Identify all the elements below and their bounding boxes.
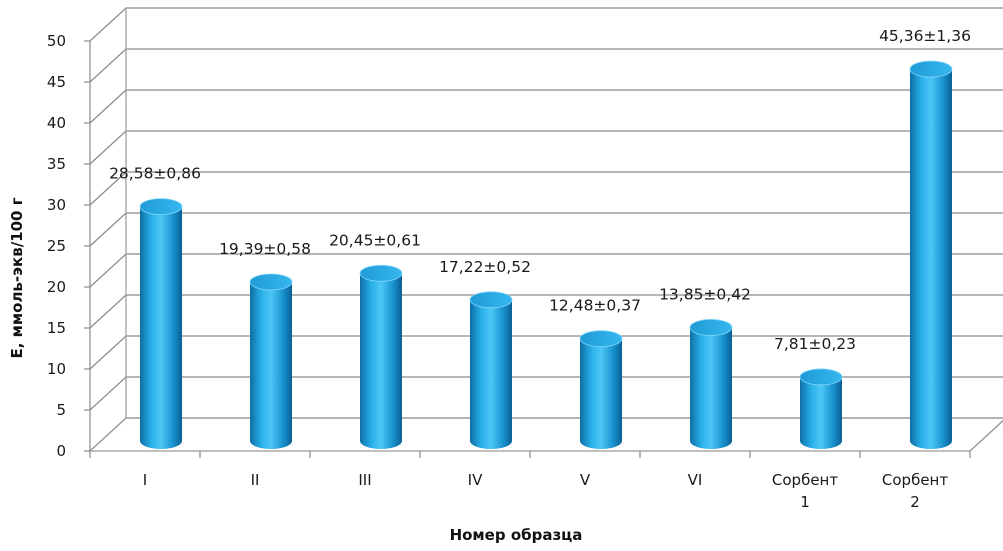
data-label: 17,22±0,52 (439, 258, 531, 276)
bar-top (689, 319, 733, 336)
bar-top (249, 273, 293, 291)
y-tick-label: 25 (47, 237, 66, 255)
bar-body (470, 299, 512, 449)
y-axis-title: Е, ммоль-экв/100 г (8, 197, 26, 358)
data-labels: 28,58±0,86 19,39±0,58 20,45±0,61 17,22±0,52… (109, 27, 971, 353)
gridline (89, 89, 1003, 124)
data-label: 19,39±0,58 (219, 240, 311, 258)
gridline (89, 130, 1003, 165)
bar (359, 264, 403, 449)
gridline (89, 335, 1003, 370)
data-label: 12,48±0,37 (549, 297, 641, 315)
bar (579, 330, 623, 449)
bar-top (139, 198, 183, 216)
bar (139, 198, 183, 449)
x-tick-label: VI (688, 471, 703, 489)
gridline (89, 417, 1003, 452)
y-tick-label: 30 (47, 196, 66, 214)
gridline (89, 253, 1003, 288)
y-tick-labels: 0 5 10 15 20 25 30 35 40 45 50 (47, 32, 66, 460)
gridline (89, 171, 1003, 206)
bar-body (690, 327, 732, 449)
floor-plane (88, 417, 1003, 452)
bar-body (360, 273, 402, 449)
data-label: 45,36±1,36 (879, 27, 971, 45)
bar (799, 368, 843, 449)
floor-right-edge (969, 419, 1003, 452)
y-tick-label: 5 (56, 401, 66, 419)
bar (689, 319, 733, 449)
data-label: 28,58±0,86 (109, 165, 201, 183)
x-tick-label: Сорбент 2 (882, 471, 948, 511)
data-label: 13,85±0,42 (659, 285, 751, 303)
bar-body (910, 69, 952, 449)
x-tick-label: II (251, 471, 260, 489)
bar-top (579, 330, 623, 348)
gridline (89, 48, 1003, 83)
x-tick-label: V (580, 471, 591, 489)
bar-top (909, 60, 953, 78)
y-tick-label: 45 (47, 73, 66, 91)
gridlines (89, 7, 1003, 452)
gridline (89, 7, 1003, 42)
bar (909, 60, 953, 449)
bar (249, 273, 293, 449)
gridline (89, 294, 1003, 329)
x-tick-label: I (143, 471, 147, 489)
bar (469, 291, 513, 449)
gridline (89, 376, 1003, 411)
y-tick-label: 35 (47, 155, 66, 173)
bar-body (800, 376, 842, 449)
x-tick-label: III (358, 471, 371, 489)
y-tick-label: 15 (47, 319, 66, 337)
y-tick-label: 40 (47, 114, 66, 132)
y-tick-label: 50 (47, 32, 66, 50)
bar-top (799, 368, 843, 386)
x-axis-title: Номер образца (450, 526, 583, 544)
data-label: 20,45±0,61 (329, 231, 421, 249)
bar-body (140, 206, 182, 449)
data-label: 7,81±0,23 (774, 335, 856, 353)
x-tick-label: Сорбент 1 (772, 471, 838, 511)
bar-top (469, 291, 513, 309)
bar-top (359, 264, 403, 282)
y-tick-label: 10 (47, 360, 66, 378)
bar-body (580, 338, 622, 449)
y-tick-label: 0 (56, 442, 66, 460)
bars (139, 60, 953, 449)
y-tick-label: 20 (47, 278, 66, 296)
bar-body (250, 282, 292, 449)
x-tick-label: IV (468, 471, 483, 489)
axes (84, 8, 1003, 458)
